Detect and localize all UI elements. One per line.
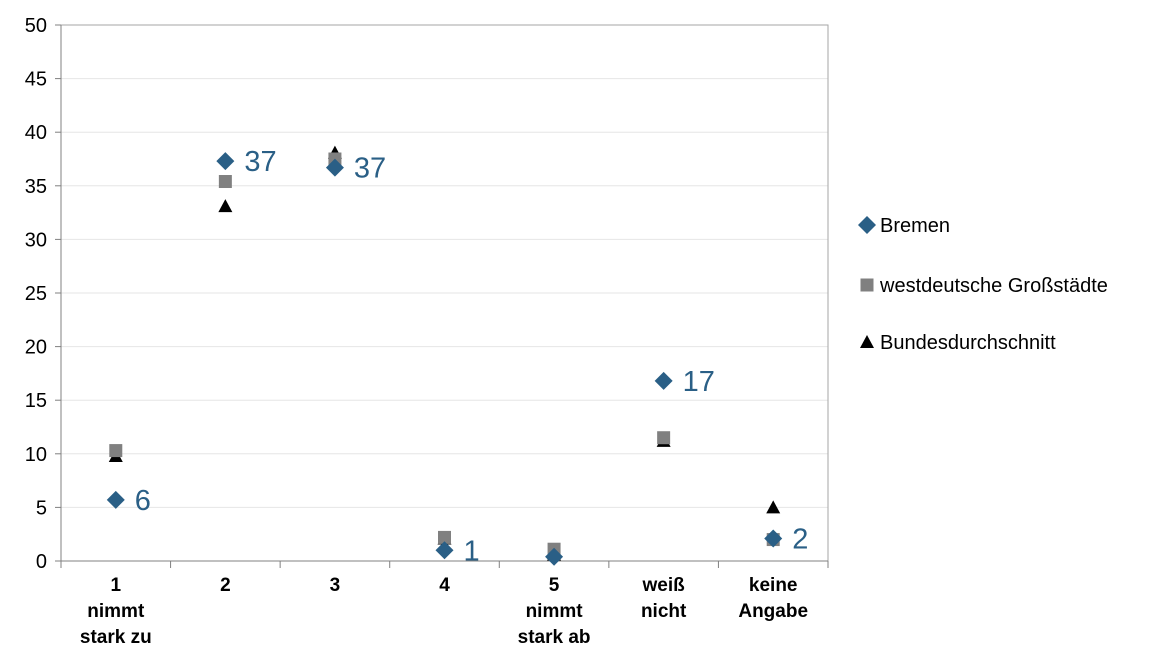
legend-marker-triangle <box>860 335 874 348</box>
marker-square <box>218 175 232 189</box>
y-tick-label: 5 <box>36 497 47 519</box>
y-tick-label: 25 <box>25 283 47 305</box>
x-tick-label: 1 <box>110 575 121 596</box>
legend-label: Bremen <box>880 215 950 237</box>
x-tick-label: nicht <box>641 601 687 622</box>
data-label: 1 <box>464 535 480 567</box>
legend-marker-diamond <box>858 216 876 234</box>
data-label: 37 <box>244 146 276 178</box>
x-tick-label: nimmt <box>87 601 145 622</box>
marker-triangle <box>766 500 781 514</box>
y-tick-label: 30 <box>25 229 47 251</box>
data-label: 2 <box>792 523 808 555</box>
x-tick-label: stark ab <box>518 627 591 648</box>
marker-diamond <box>654 371 673 390</box>
x-tick-label: keine <box>749 575 798 596</box>
y-tick-label: 20 <box>25 337 47 359</box>
marker-diamond <box>216 152 235 171</box>
x-axis-ticks: 1 nimmt stark zu 2 3 4 5 nimmt stark ab weiß nicht… <box>60 561 829 648</box>
y-tick-label: 45 <box>25 69 47 91</box>
y-tick-label: 50 <box>25 15 47 37</box>
legend-marker-square <box>860 278 874 292</box>
y-tick-label: 0 <box>36 551 47 573</box>
legend: Bremen westdeutsche Großstädte Bundesdurch… <box>858 215 1108 354</box>
data-label: 17 <box>683 366 715 398</box>
marker-diamond <box>764 529 783 548</box>
x-tick-label: Angabe <box>738 601 808 622</box>
x-tick-label: 4 <box>439 575 450 596</box>
x-tick-label: 5 <box>549 575 560 596</box>
marker-diamond <box>325 158 344 177</box>
y-tick-label: 10 <box>25 444 47 466</box>
gridlines <box>61 24 828 508</box>
marker-square <box>109 444 123 458</box>
y-axis-ticks: 0 5 10 15 20 25 30 35 40 45 50 <box>25 15 61 573</box>
x-tick-label: stark zu <box>80 627 152 648</box>
y-tick-label: 35 <box>25 176 47 198</box>
x-tick-label: 2 <box>220 575 231 596</box>
marker-square <box>657 431 671 445</box>
data-labels: 6 37 37 1 17 2 <box>135 146 809 567</box>
chart-marks <box>106 145 783 566</box>
marker-triangle <box>218 199 233 213</box>
marker-square <box>438 530 451 544</box>
y-tick-label: 15 <box>25 390 47 412</box>
marker-diamond <box>106 490 125 509</box>
marker-diamond <box>435 541 454 560</box>
x-tick-label: weiß <box>642 575 686 596</box>
legend-label: Bundesdurchschnitt <box>880 332 1056 354</box>
x-tick-label: 3 <box>330 575 341 596</box>
y-tick-label: 40 <box>25 122 47 144</box>
data-label: 6 <box>135 485 151 517</box>
marker-diamond <box>545 547 564 566</box>
legend-label: westdeutsche Großstädte <box>879 275 1108 297</box>
data-label: 37 <box>354 153 386 185</box>
x-tick-label: nimmt <box>526 601 584 622</box>
